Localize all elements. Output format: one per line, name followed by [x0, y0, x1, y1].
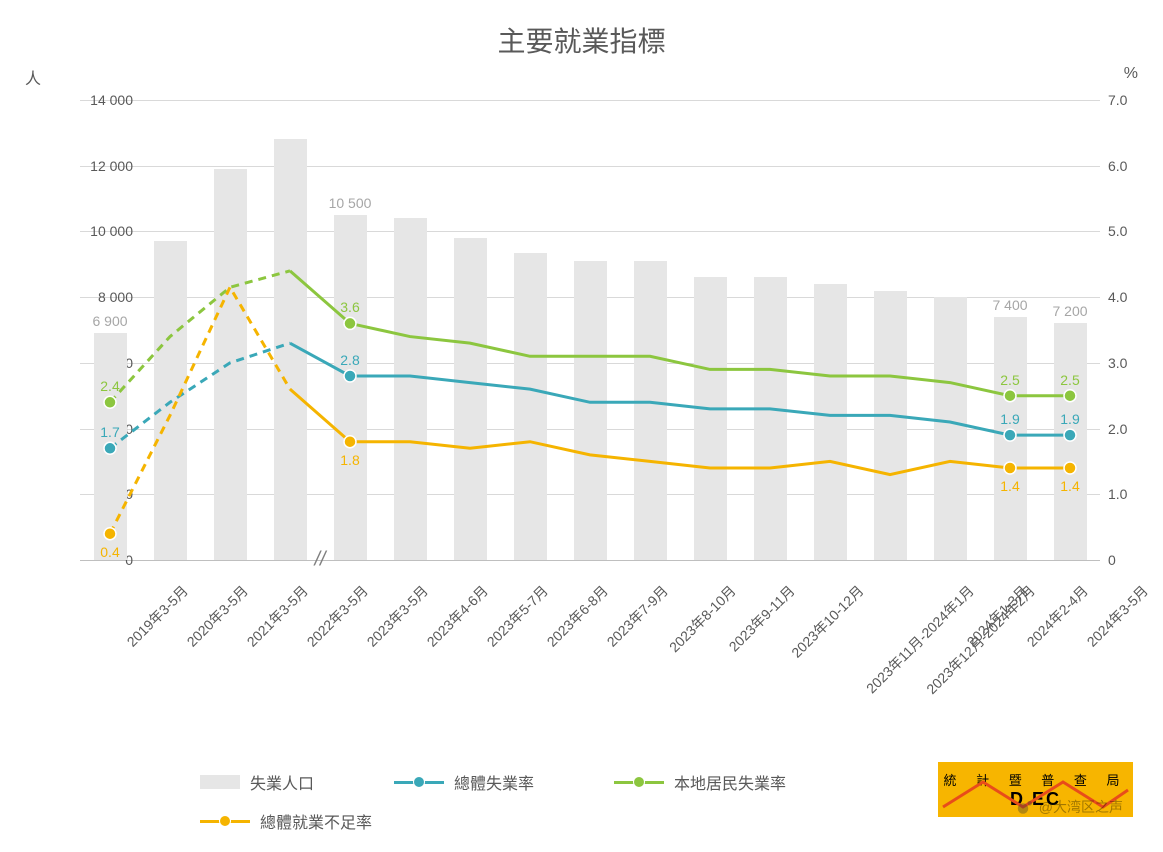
- bar: [454, 238, 487, 560]
- legend-label: 本地居民失業率: [674, 770, 786, 794]
- bar: [154, 241, 187, 560]
- line-label: 2.5: [1000, 372, 1019, 388]
- bar: [1054, 323, 1087, 560]
- line-label: 2.5: [1060, 372, 1079, 388]
- bar-label: 7 400: [992, 297, 1027, 313]
- bar: [394, 218, 427, 560]
- x-tick-label: 2020年3-5月: [182, 581, 252, 651]
- line-label: 2.8: [340, 352, 359, 368]
- weibo-icon: [1017, 798, 1035, 816]
- x-tick-label: 2022年3-5月: [302, 581, 372, 651]
- bar: [934, 297, 967, 560]
- y-left-label: 人: [25, 65, 41, 89]
- x-tick-label: 2023年5-7月: [482, 581, 552, 651]
- legend-item: 失業人口: [200, 770, 314, 794]
- y-right-tick: 7.0: [1108, 92, 1127, 108]
- bar-label: 7 200: [1052, 303, 1087, 319]
- x-axis: [80, 560, 1100, 561]
- y-right-tick: 1.0: [1108, 486, 1127, 502]
- plot-area: [80, 100, 1100, 560]
- legend-swatch-line: [394, 781, 444, 784]
- bar: [994, 317, 1027, 560]
- bar: [334, 215, 367, 560]
- bar: [814, 284, 847, 560]
- x-tick-label: 2023年10-12月: [787, 581, 868, 662]
- x-tick-label: 2023年6-8月: [542, 581, 612, 651]
- bar: [754, 277, 787, 560]
- y-right-tick: 6.0: [1108, 158, 1127, 174]
- legend-label: 總體失業率: [454, 770, 534, 794]
- bar: [694, 277, 727, 560]
- y-right-tick: 2.0: [1108, 421, 1127, 437]
- weibo-text: @大湾区之声: [1039, 797, 1123, 817]
- weibo-watermark: @大湾区之声: [1017, 797, 1123, 817]
- chart-title: 主要就業指標: [0, 20, 1163, 60]
- x-tick-label: 2021年3-5月: [242, 581, 312, 651]
- bar: [634, 261, 667, 560]
- line-label: 1.4: [1060, 478, 1079, 494]
- break-mark: //: [314, 549, 325, 572]
- line-label: 1.9: [1060, 411, 1079, 427]
- line-label: 1.9: [1000, 411, 1019, 427]
- x-tick-label: 2023年7-9月: [602, 581, 672, 651]
- y-right-tick: 4.0: [1108, 289, 1127, 305]
- bar: [94, 333, 127, 560]
- line-label: 0.4: [100, 544, 119, 560]
- bar: [574, 261, 607, 560]
- y-right-tick: 5.0: [1108, 223, 1127, 239]
- legend-marker: [413, 776, 425, 788]
- legend: 失業人口 總體失業率 本地居民失業率總體就業不足率: [200, 770, 900, 848]
- y-right-label: %: [1124, 65, 1138, 83]
- y-right-tick: 3.0: [1108, 355, 1127, 371]
- y-right-tick: 0: [1108, 552, 1116, 568]
- legend-label: 總體就業不足率: [260, 809, 372, 833]
- x-tick-label: 2019年3-5月: [122, 581, 192, 651]
- line-label: 1.8: [340, 452, 359, 468]
- line-label: 3.6: [340, 299, 359, 315]
- bar: [274, 139, 307, 560]
- x-tick-label: 2023年3-5月: [362, 581, 432, 651]
- legend-item: 總體失業率: [394, 770, 534, 794]
- bar: [514, 253, 547, 560]
- legend-label: 失業人口: [250, 770, 314, 794]
- line-label: 1.7: [100, 424, 119, 440]
- bar-label: 10 500: [329, 195, 372, 211]
- bar-label: 6 900: [92, 313, 127, 329]
- legend-swatch-line: [200, 820, 250, 823]
- legend-marker: [219, 815, 231, 827]
- legend-item: 總體就業不足率: [200, 809, 372, 833]
- legend-item: 本地居民失業率: [614, 770, 786, 794]
- x-tick-label: 2023年4-6月: [422, 581, 492, 651]
- x-tick-label: 2024年3-5月: [1082, 581, 1152, 651]
- chart-container: 主要就業指標 人 % 02 0004 0006 0008 00010 00012…: [0, 0, 1163, 852]
- bar: [214, 169, 247, 560]
- legend-swatch-line: [614, 781, 664, 784]
- bar: [874, 291, 907, 560]
- x-tick-label: 2023年11月-2024年1月: [861, 581, 978, 698]
- line-label: 1.4: [1000, 478, 1019, 494]
- legend-marker: [633, 776, 645, 788]
- line-label: 2.4: [100, 378, 119, 394]
- legend-swatch-bar: [200, 775, 240, 789]
